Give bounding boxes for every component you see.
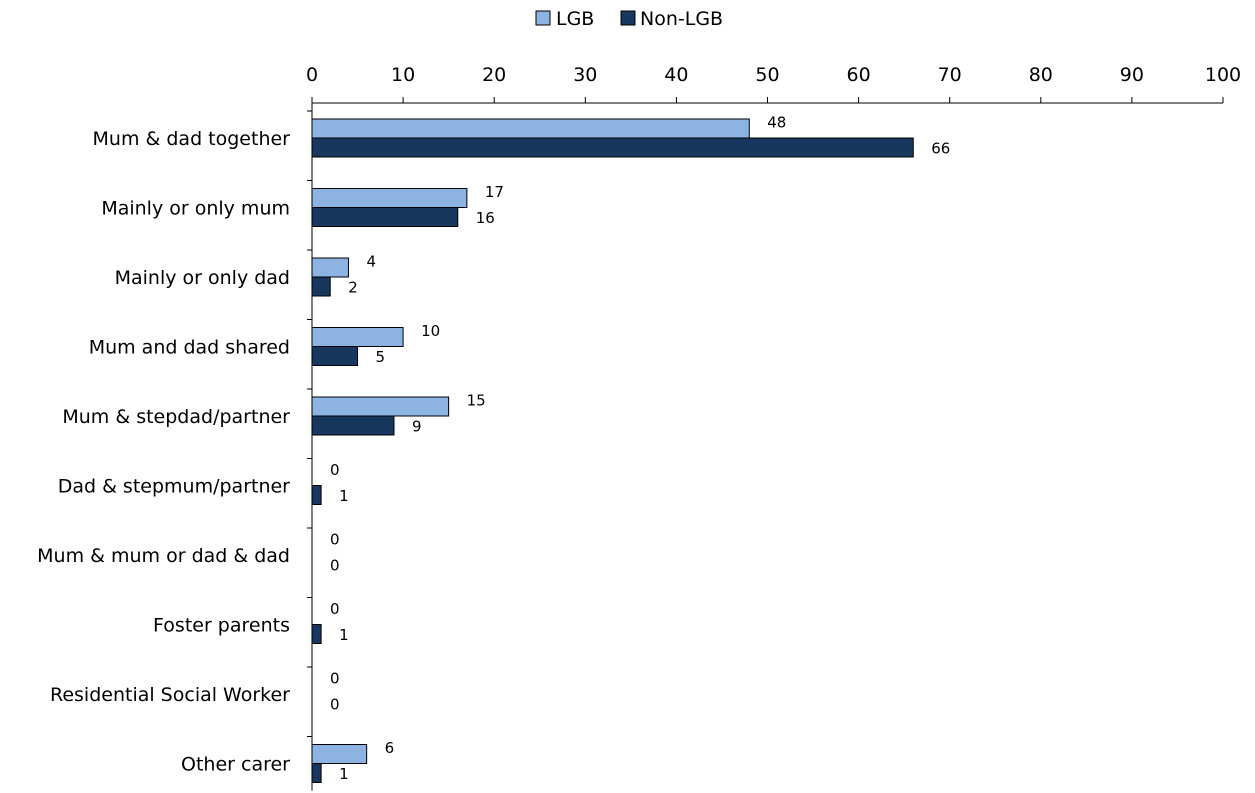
value-label-lgb-9: 6 <box>385 739 395 757</box>
value-label-lgb-4: 15 <box>467 392 486 410</box>
category-label-8: Residential Social Worker <box>50 684 290 706</box>
value-label-lgb-3: 10 <box>421 322 440 340</box>
legend-swatch-non_lgb <box>620 10 636 26</box>
category-label-3: Mum and dad shared <box>89 337 290 359</box>
value-label-lgb-8: 0 <box>330 670 340 688</box>
legend-swatch-lgb <box>535 10 551 26</box>
x-tick-label-70: 70 <box>938 64 962 86</box>
bar-non_lgb-3 <box>311 346 359 366</box>
value-label-lgb-2: 4 <box>366 253 376 271</box>
bar-lgb-3 <box>311 327 404 347</box>
bar-non_lgb-0 <box>311 137 914 158</box>
bar-non_lgb-7 <box>311 624 322 644</box>
value-label-non_lgb-5: 1 <box>339 487 349 505</box>
bar-lgb-9 <box>311 744 368 764</box>
value-label-non_lgb-0: 66 <box>931 140 950 158</box>
x-tick-label-50: 50 <box>755 64 779 86</box>
x-tick-label-100: 100 <box>1205 64 1241 86</box>
x-tick-label-80: 80 <box>1029 64 1053 86</box>
bar-lgb-0 <box>311 118 750 139</box>
bar-non_lgb-5 <box>311 485 322 505</box>
bar-lgb-4 <box>311 396 450 417</box>
category-label-0: Mum & dad together <box>93 128 291 150</box>
value-label-non_lgb-6: 0 <box>330 557 340 575</box>
value-label-lgb-0: 48 <box>767 114 786 132</box>
x-tick-label-20: 20 <box>482 64 506 86</box>
value-label-non_lgb-8: 0 <box>330 696 340 714</box>
value-label-lgb-5: 0 <box>330 461 340 479</box>
category-labels: Mum & dad together Mainly or only mum Main… <box>37 128 290 776</box>
x-tick-label-10: 10 <box>391 64 415 86</box>
value-label-lgb-7: 0 <box>330 600 340 618</box>
category-label-6: Mum & mum or dad & dad <box>37 545 290 567</box>
legend: LGB Non-LGB <box>535 8 723 30</box>
x-tick-label-90: 90 <box>1120 64 1144 86</box>
category-label-4: Mum & stepdad/partner <box>62 406 290 428</box>
value-label-non_lgb-3: 5 <box>376 348 386 366</box>
bar-lgb-1 <box>311 188 468 208</box>
x-tick-label-0: 0 <box>306 64 318 86</box>
bar-lgb-2 <box>311 257 349 278</box>
value-label-non_lgb-4: 9 <box>412 418 422 436</box>
value-label-non_lgb-9: 1 <box>339 765 349 783</box>
x-tick-label-40: 40 <box>664 64 688 86</box>
value-label-lgb-1: 17 <box>485 183 504 201</box>
category-label-1: Mainly or only mum <box>101 198 290 220</box>
bar-non_lgb-2 <box>311 276 331 297</box>
value-label-non_lgb-1: 16 <box>476 209 495 227</box>
x-axis: 0 10 20 30 40 50 60 70 80 90 100 <box>306 64 1241 791</box>
bar-non_lgb-9 <box>311 763 322 783</box>
legend-label-non_lgb: Non-LGB <box>640 8 723 30</box>
x-tick-label-30: 30 <box>573 64 597 86</box>
bar-non_lgb-1 <box>311 207 459 227</box>
bar-non_lgb-4 <box>311 415 395 436</box>
category-label-2: Mainly or only dad <box>115 267 290 289</box>
category-label-9: Other carer <box>181 754 290 776</box>
value-label-non_lgb-7: 1 <box>339 626 349 644</box>
bars <box>311 118 914 783</box>
value-label-non_lgb-2: 2 <box>348 279 358 297</box>
category-label-5: Dad & stepmum/partner <box>58 476 290 498</box>
value-label-lgb-6: 0 <box>330 531 340 549</box>
x-tick-label-60: 60 <box>847 64 871 86</box>
category-label-7: Foster parents <box>153 615 290 637</box>
legend-label-lgb: LGB <box>556 8 594 30</box>
